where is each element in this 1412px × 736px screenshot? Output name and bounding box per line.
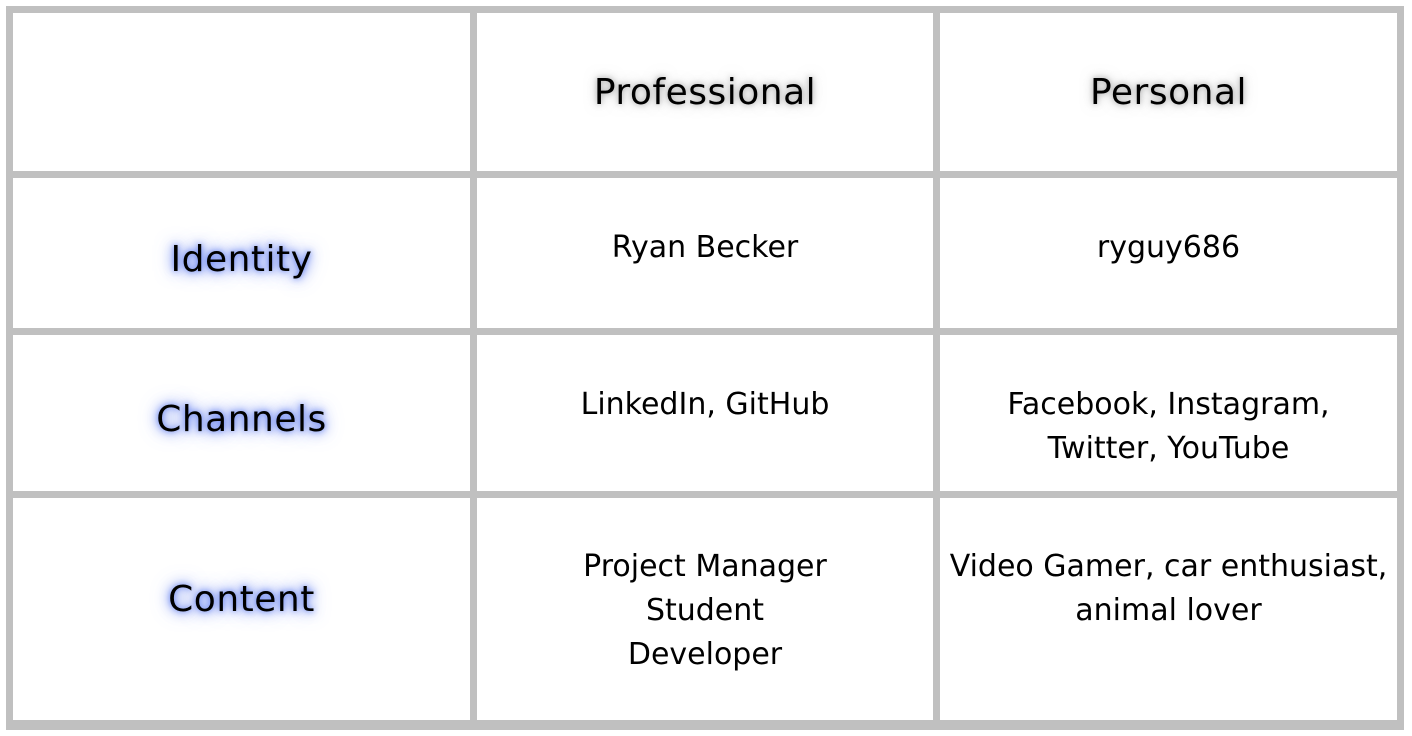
row-label-cell-channels: Channels (13, 335, 470, 491)
cell-identity-professional: Ryan Becker (477, 178, 933, 328)
value-content-professional: Project Manager Student Developer (583, 549, 827, 672)
cell-identity-personal: ryguy686 (940, 178, 1397, 328)
header-professional-label: Professional (593, 71, 817, 113)
row-label-identity: Identity (170, 238, 313, 280)
value-channels-professional: LinkedIn, GitHub (580, 387, 830, 422)
value-content-personal: Video Gamer, car enthusiast, animal love… (949, 549, 1388, 628)
row-label-cell-content: Content (13, 498, 470, 720)
row-label-cell-identity: Identity (13, 178, 470, 328)
cell-channels-professional: LinkedIn, GitHub (477, 335, 933, 491)
value-identity-personal: ryguy686 (1096, 230, 1241, 265)
value-identity-professional: Ryan Becker (611, 230, 799, 265)
value-channels-personal: Facebook, Instagram, Twitter, YouTube (1007, 387, 1330, 466)
cell-channels-personal: Facebook, Instagram, Twitter, YouTube (940, 335, 1397, 491)
comparison-table: Professional Personal Identity Ryan Beck… (6, 6, 1404, 730)
header-cell-empty (13, 13, 470, 171)
header-cell-personal: Personal (940, 13, 1397, 171)
header-personal-label: Personal (1089, 71, 1248, 113)
row-label-channels: Channels (156, 398, 327, 440)
header-cell-professional: Professional (477, 13, 933, 171)
row-label-content: Content (168, 578, 315, 620)
cell-content-professional: Project Manager Student Developer (477, 498, 933, 720)
cell-content-personal: Video Gamer, car enthusiast, animal love… (940, 498, 1397, 720)
